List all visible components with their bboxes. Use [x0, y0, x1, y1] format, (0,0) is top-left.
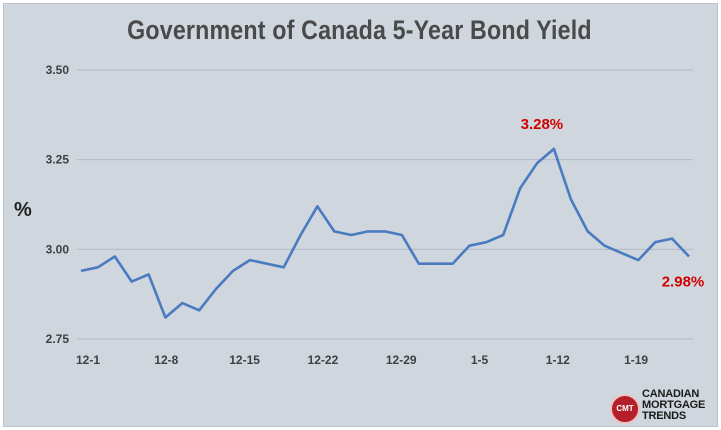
y-axis-label: %	[14, 199, 32, 221]
logo-line-1: CANADIAN	[642, 388, 700, 400]
x-tick-labels: 12-1 12-8 12-15 12-22 12-29 1-5 1-12 1-19	[76, 353, 648, 367]
cmt-logo: CMT CANADIAN MORTGAGE TRENDS	[610, 388, 716, 424]
series-layer	[80, 147, 690, 319]
logo-line-2: MORTGAGE	[642, 399, 706, 411]
logo-line-3: TRENDS	[642, 410, 687, 422]
logo-badge: CMT	[610, 394, 640, 424]
x-tick-label: 12-22	[308, 353, 339, 367]
line-chart: 3.50 3.25 3.00 2.75 12-1 12-8 12-15 12-22 12-29…	[46, 63, 705, 367]
x-tick-label: 12-1	[76, 353, 100, 367]
gridlines	[77, 69, 693, 340]
logo-text: CANADIAN MORTGAGE TRENDS	[642, 389, 721, 422]
series-line	[80, 147, 690, 319]
y-tick-labels: 3.50 3.25 3.00 2.75	[46, 63, 70, 346]
x-tick-label: 12-8	[154, 353, 178, 367]
chart-title: Government of Canada 5-Year Bond Yield	[127, 15, 592, 45]
y-tick-label: 2.75	[46, 332, 70, 346]
y-tick-label: 3.00	[46, 242, 70, 256]
x-tick-label: 12-29	[386, 353, 417, 367]
x-tick-label: 1-5	[471, 353, 489, 367]
annotations: 3.28% 2.98%	[521, 116, 705, 291]
x-tick-label: 1-12	[546, 353, 570, 367]
peak-annotation: 3.28%	[521, 116, 564, 133]
x-tick-label: 1-19	[624, 353, 648, 367]
y-tick-label: 3.50	[46, 63, 70, 77]
last-value-annotation: 2.98%	[662, 274, 705, 291]
x-tick-label: 12-15	[229, 353, 260, 367]
y-tick-label: 3.25	[46, 153, 70, 167]
